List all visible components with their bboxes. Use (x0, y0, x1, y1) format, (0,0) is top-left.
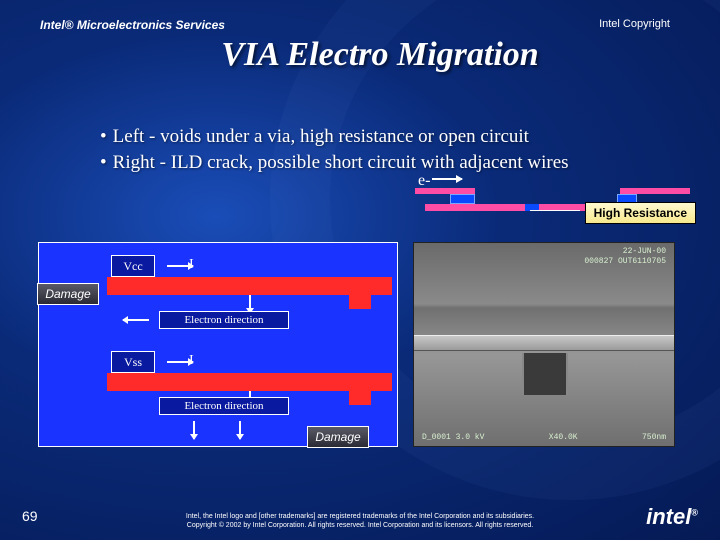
bullet-item: • Left - voids under a via, high resista… (100, 124, 680, 150)
sem-metal-layer (414, 335, 674, 351)
bullet-item: • Right - ILD crack, possible short circ… (100, 150, 680, 176)
vss-box: Vss (111, 351, 155, 373)
mini-via-left (450, 194, 475, 204)
slide-title: VIA Electro Migration (0, 36, 720, 74)
metal-line-bottom (107, 373, 392, 391)
electron-arrow-icon (432, 178, 462, 180)
sem-header-text: 22-JUN-00 000827 OUT6110705 (584, 247, 666, 266)
sem-via-void (522, 353, 568, 395)
damage-label-top: Damage (37, 283, 99, 305)
mini-metal-top-right (620, 188, 690, 194)
footer-legal: Intel, the Intel logo and [other tradema… (0, 513, 720, 530)
registered-mark: ® (691, 508, 698, 518)
sem-id: 000827 OUT6110705 (584, 257, 666, 267)
bullet-dot: • (100, 124, 107, 150)
sem-image: 22-JUN-00 000827 OUT6110705 D_0001 3.0 k… (413, 242, 675, 447)
sem-magnification: X40.0K (549, 433, 578, 442)
header-service-name: Intel® Microelectronics Services (40, 18, 225, 32)
damage-label-bottom: Damage (307, 426, 369, 448)
bullet-text: Right - ILD crack, possible short circui… (113, 150, 569, 176)
sem-footer-text: D_0001 3.0 kV X40.0K 750nm (422, 433, 666, 442)
via-top (349, 295, 371, 309)
vcc-box: Vcc (111, 255, 155, 277)
bullet-dot: • (100, 150, 107, 176)
electron-direction-box-top: Electron direction (159, 311, 289, 329)
sem-date: 22-JUN-00 (584, 247, 666, 257)
arrow-right-icon (167, 265, 193, 267)
arrow-down-icon (193, 421, 195, 439)
via-bottom (349, 391, 371, 405)
electron-direction-box-bottom: Electron direction (159, 397, 289, 415)
metal-line-top (107, 277, 392, 295)
high-resistance-pointer-line (530, 210, 580, 211)
left-schematic-diagram: Vcc I Damage Electron direction Vss I El… (38, 242, 398, 447)
intel-logo: intel® (646, 504, 698, 530)
arrow-right-icon (167, 361, 193, 363)
high-resistance-callout: High Resistance (585, 202, 696, 224)
footer-trademark-line: Intel, the Intel logo and [other tradema… (0, 513, 720, 521)
footer-copyright-line: Copyright © 2002 by Intel Corporation. A… (0, 522, 720, 530)
sem-scale: 750nm (642, 433, 666, 442)
header-copyright: Intel Copyright (599, 18, 670, 30)
arrow-left-icon (123, 319, 149, 321)
arrow-down-icon (239, 421, 241, 439)
bullet-text: Left - voids under a via, high resistanc… (113, 124, 529, 150)
intel-logo-text: intel (646, 504, 691, 529)
bullet-list: • Left - voids under a via, high resista… (100, 124, 680, 175)
sem-detector: D_0001 3.0 kV (422, 433, 484, 442)
